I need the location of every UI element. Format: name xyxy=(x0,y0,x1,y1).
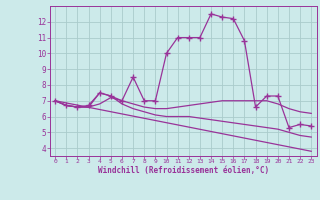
X-axis label: Windchill (Refroidissement éolien,°C): Windchill (Refroidissement éolien,°C) xyxy=(98,166,269,175)
